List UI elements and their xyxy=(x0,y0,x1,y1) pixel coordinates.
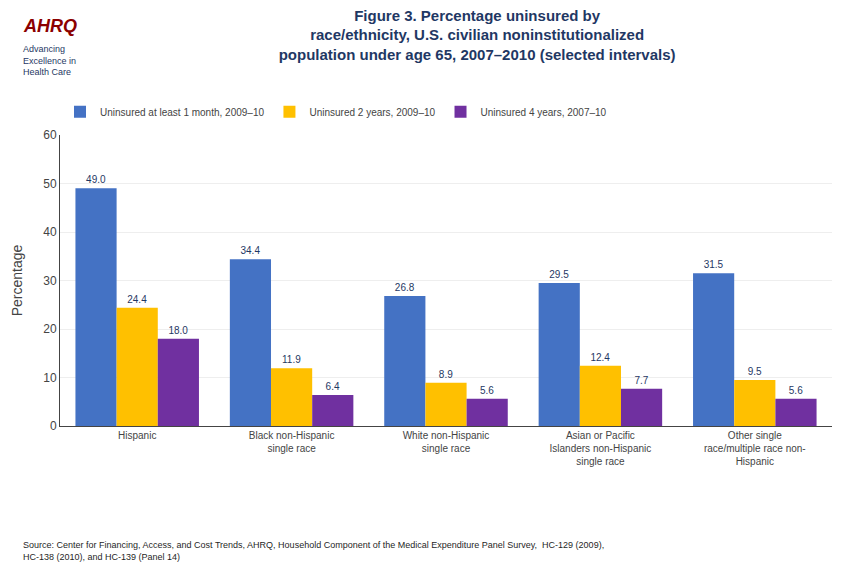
svg-text:50: 50 xyxy=(43,177,57,191)
svg-text:Figure 3. Percentage uninsured: Figure 3. Percentage uninsured byrace/et… xyxy=(279,7,676,63)
svg-text:Source: Center for Financing,: Source: Center for Financing, Access, an… xyxy=(23,540,604,562)
svg-text:31.5: 31.5 xyxy=(704,259,724,270)
svg-text:AHRQ: AHRQ xyxy=(23,16,77,36)
svg-text:18.0: 18.0 xyxy=(168,325,188,336)
svg-text:8.9: 8.9 xyxy=(439,369,453,380)
svg-text:AdvancingExcellence inHealth C: AdvancingExcellence inHealth Care xyxy=(23,44,76,77)
svg-text:30: 30 xyxy=(43,274,57,288)
svg-text:Other singlerace/multiple race: Other singlerace/multiple race non-Hispa… xyxy=(704,430,806,467)
svg-text:Asian or PacificIslanders non-: Asian or PacificIslanders non-Hispanicsi… xyxy=(550,430,652,467)
svg-text:5.6: 5.6 xyxy=(480,385,494,396)
svg-text:10: 10 xyxy=(43,371,57,385)
svg-text:7.7: 7.7 xyxy=(634,375,648,386)
svg-text:5.6: 5.6 xyxy=(789,385,803,396)
svg-text:34.4: 34.4 xyxy=(240,245,260,256)
svg-text:Uninsured at least 1 month, 20: Uninsured at least 1 month, 2009–10 xyxy=(100,107,264,118)
svg-text:26.8: 26.8 xyxy=(395,282,415,293)
svg-text:0: 0 xyxy=(50,419,57,433)
svg-text:Black non-Hispanicsingle race: Black non-Hispanicsingle race xyxy=(249,430,335,454)
svg-text:49.0: 49.0 xyxy=(86,174,106,185)
svg-text:9.5: 9.5 xyxy=(748,366,762,377)
svg-text:29.5: 29.5 xyxy=(549,269,569,280)
svg-text:Hispanic: Hispanic xyxy=(118,430,156,441)
svg-text:White non-Hispanicsingle race: White non-Hispanicsingle race xyxy=(403,430,490,454)
svg-text:12.4: 12.4 xyxy=(590,352,610,363)
svg-text:24.4: 24.4 xyxy=(127,294,147,305)
svg-text:40: 40 xyxy=(43,225,57,239)
svg-text:Uninsured 2 years, 2009–10: Uninsured 2 years, 2009–10 xyxy=(309,107,435,118)
svg-text:60: 60 xyxy=(43,128,57,142)
svg-text:20: 20 xyxy=(43,322,57,336)
svg-text:Percentage: Percentage xyxy=(9,244,25,316)
svg-text:11.9: 11.9 xyxy=(282,354,301,365)
svg-text:Uninsured 4 years, 2007–10: Uninsured 4 years, 2007–10 xyxy=(481,107,607,118)
svg-text:6.4: 6.4 xyxy=(326,381,340,392)
